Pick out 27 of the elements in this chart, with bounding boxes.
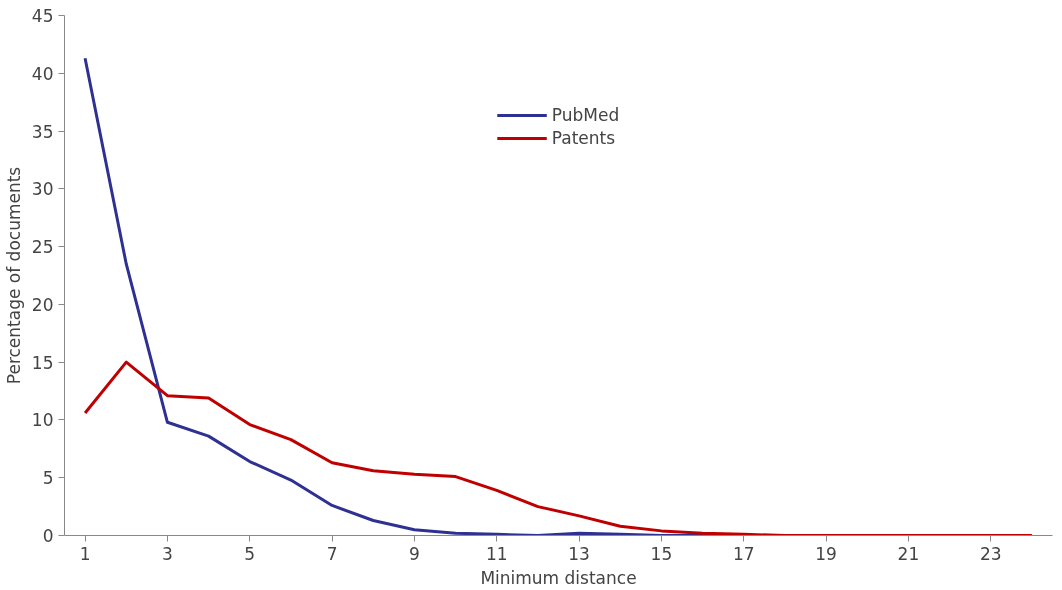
legend-label: PubMed	[551, 105, 620, 125]
x-tick-label: 1	[79, 543, 91, 564]
x-tick-label: 7	[326, 543, 338, 564]
x-tick-label: 17	[732, 543, 755, 564]
y-tick-label: 5	[42, 468, 54, 489]
y-tick-label: 20	[31, 294, 54, 315]
y-tick-label: 0	[42, 526, 54, 546]
x-tick-label: 9	[409, 543, 420, 564]
x-tick-label: 19	[815, 543, 837, 564]
line-series	[83, 360, 1034, 536]
y-tick-label: 40	[31, 63, 54, 84]
y-tick-label: 30	[31, 179, 54, 200]
x-tick-label: 15	[650, 543, 673, 564]
x-tick-label: 5	[244, 543, 256, 564]
x-axis-title: Minimum distance	[480, 567, 637, 588]
x-tick-label: 13	[568, 543, 590, 564]
y-tick-label: 35	[31, 121, 54, 142]
x-tick-label: 23	[979, 543, 1002, 564]
y-axis-title: Percentage of documents	[3, 166, 24, 385]
x-tick-label: 11	[485, 543, 508, 564]
legend-label: Patents	[551, 128, 616, 148]
x-tick-label: 3	[162, 543, 173, 564]
y-tick-label: 45	[31, 6, 54, 26]
y-tick-label: 25	[31, 237, 54, 258]
y-tick-label: 10	[31, 410, 54, 431]
x-tick-label: 21	[897, 543, 920, 564]
y-tick-label: 15	[31, 352, 54, 373]
